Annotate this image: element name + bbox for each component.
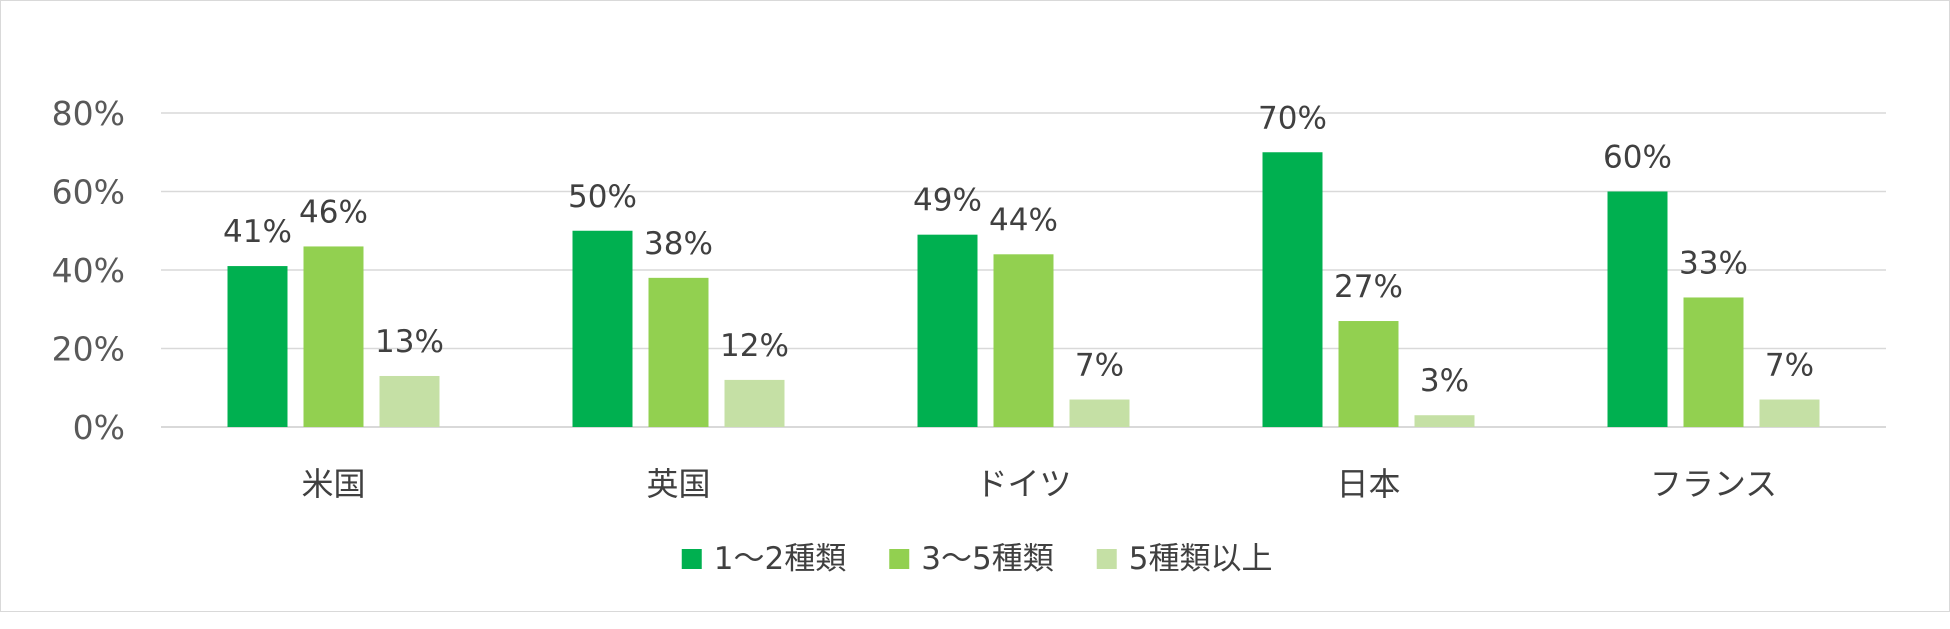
bar bbox=[572, 230, 633, 427]
category-label: 英国 bbox=[646, 465, 710, 503]
legend: 1～2種類 3～5種類 5種類以上 bbox=[681, 541, 1273, 577]
bar bbox=[1759, 399, 1820, 427]
legend-swatch bbox=[889, 549, 910, 569]
bar bbox=[379, 375, 440, 427]
category-label: 日本 bbox=[1336, 465, 1400, 503]
bar bbox=[1338, 321, 1399, 427]
bar bbox=[1262, 152, 1323, 427]
data-label: 3% bbox=[1420, 363, 1469, 399]
data-label: 70% bbox=[1258, 100, 1327, 136]
data-label: 41% bbox=[223, 214, 292, 250]
y-tick-label: 0% bbox=[73, 408, 125, 447]
bar bbox=[227, 266, 288, 427]
data-label: 50% bbox=[568, 179, 637, 215]
data-label: 33% bbox=[1679, 245, 1748, 281]
data-labels: 41%46% 13% 50%38% 12% 49%44% 7% 70% 27% 3% 60% 33%… bbox=[223, 100, 1814, 399]
legend-label: 3～5種類 bbox=[921, 541, 1053, 577]
legend-swatch bbox=[681, 549, 702, 569]
bar bbox=[1069, 399, 1130, 427]
bar bbox=[1607, 191, 1668, 427]
bar bbox=[648, 277, 709, 427]
data-label: 13% bbox=[375, 324, 444, 360]
y-tick-label: 20% bbox=[52, 330, 125, 369]
category-label: ドイツ bbox=[975, 465, 1071, 503]
data-label: 7% bbox=[1765, 348, 1814, 384]
legend-label: 5種類以上 bbox=[1129, 541, 1273, 577]
data-label: 27% bbox=[1334, 269, 1403, 305]
bar bbox=[1414, 415, 1475, 427]
y-axis-ticks: 0% 20% 40% 60% 80% bbox=[52, 94, 125, 447]
bars bbox=[227, 152, 1820, 427]
y-tick-label: 60% bbox=[52, 173, 125, 212]
data-label: 49% bbox=[913, 183, 982, 219]
bar bbox=[993, 254, 1054, 427]
data-label: 44% bbox=[989, 202, 1058, 238]
legend-swatch bbox=[1096, 549, 1117, 569]
y-tick-label: 40% bbox=[52, 251, 125, 290]
x-axis-categories: 米国 英国 ドイツ 日本 フランス bbox=[301, 465, 1777, 503]
bar-chart: 0% 20% 40% 60% 80% 41%46% 13% 50%38% 12% 49%44% 7… bbox=[52, 94, 1886, 577]
bar bbox=[917, 234, 978, 427]
category-label: 米国 bbox=[301, 465, 365, 503]
bar bbox=[724, 379, 785, 427]
y-tick-label: 80% bbox=[52, 94, 125, 133]
chart-frame: 0% 20% 40% 60% 80% 41% 46% 13% 50% 38% 12% 49% 44% 7… bbox=[0, 0, 1950, 612]
data-label: 12% bbox=[720, 328, 789, 364]
category-label: フランス bbox=[1650, 465, 1777, 503]
data-label: 38% bbox=[644, 226, 713, 262]
bar bbox=[1683, 297, 1744, 427]
data-label: 46% bbox=[299, 194, 368, 230]
data-label: 60% bbox=[1603, 140, 1672, 176]
data-label: 7% bbox=[1075, 348, 1124, 384]
bar bbox=[303, 246, 364, 427]
legend-label: 1～2種類 bbox=[714, 541, 846, 577]
